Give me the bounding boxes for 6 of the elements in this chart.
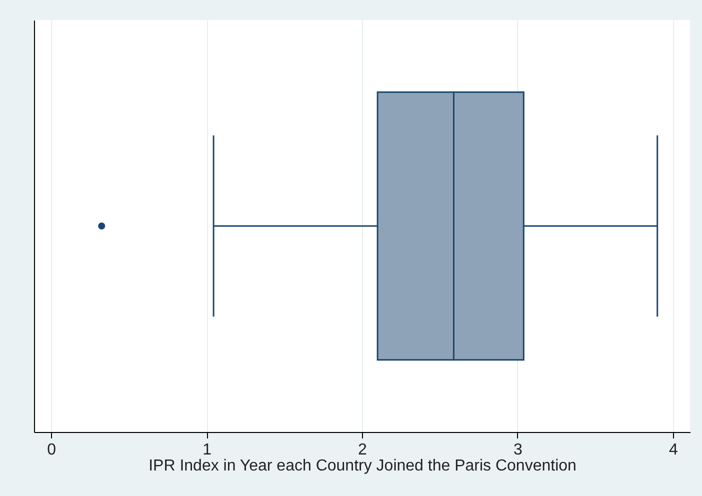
x-tick-label: 0 <box>47 442 56 458</box>
x-tick-label: 3 <box>513 442 522 458</box>
x-tick-label: 2 <box>358 442 368 458</box>
x-tick-label: 1 <box>202 442 212 458</box>
x-tick-label: 4 <box>668 442 678 458</box>
x-axis-title: IPR Index in Year each Country Joined the Paris Convention <box>148 458 576 474</box>
